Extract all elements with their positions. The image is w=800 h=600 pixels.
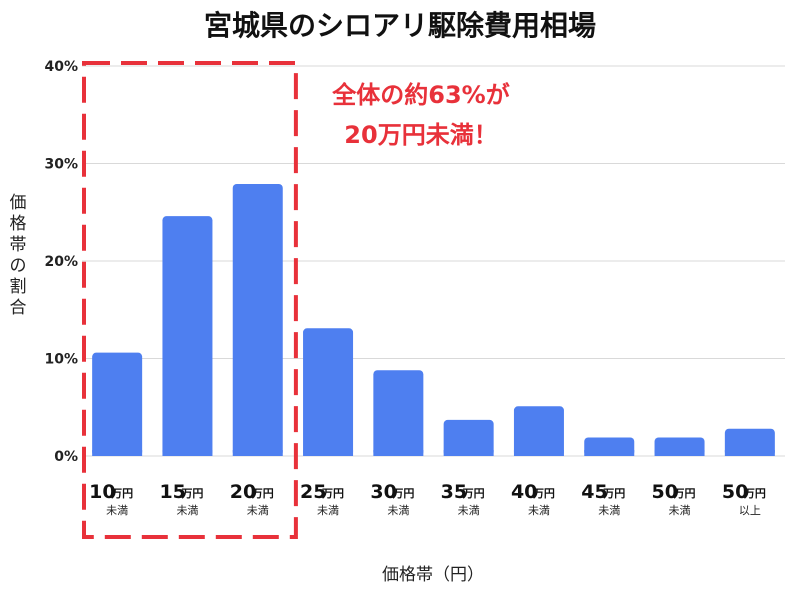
x-category-unit: 万円 bbox=[391, 487, 414, 500]
y-axis-title-char: 帯 bbox=[10, 235, 27, 255]
bar bbox=[162, 216, 213, 456]
bar bbox=[513, 406, 564, 456]
bar-base bbox=[162, 450, 213, 456]
x-category-sub: 未満 bbox=[669, 504, 691, 517]
bar-base bbox=[513, 450, 564, 456]
annotation: 全体の約63%が 20万円未満！ bbox=[331, 81, 509, 149]
bar-base bbox=[654, 450, 705, 456]
x-category-unit: 万円 bbox=[321, 487, 344, 500]
y-axis-title-char: 割 bbox=[10, 277, 27, 297]
x-category-unit: 万円 bbox=[743, 487, 766, 500]
y-tick-label: 10% bbox=[44, 352, 78, 368]
bar bbox=[92, 352, 143, 456]
chart-title: 宮城県のシロアリ駆除費用相場 bbox=[203, 9, 596, 42]
annotation-line-2: 20万円未満！ bbox=[344, 121, 497, 149]
x-category-unit: 万円 bbox=[673, 487, 696, 500]
y-axis-title-char: の bbox=[10, 256, 27, 276]
x-category-sub: 未満 bbox=[387, 504, 409, 517]
x-category-sub: 未満 bbox=[528, 504, 550, 517]
x-category-sub: 以上 bbox=[739, 504, 761, 517]
x-category-unit: 万円 bbox=[110, 487, 133, 500]
x-axis-categories: 10万円未満15万円未満20万円未満25万円未満30万円未満35万円未満40万円… bbox=[89, 481, 766, 517]
bar bbox=[724, 428, 775, 456]
bar-base bbox=[303, 450, 354, 456]
x-category-value: 50 bbox=[652, 481, 678, 503]
y-axis-ticks: 0% 10% 20% 30% 40% bbox=[44, 59, 78, 465]
x-category-sub: 未満 bbox=[176, 504, 198, 517]
bar-base bbox=[584, 450, 635, 456]
bar-base bbox=[443, 450, 494, 456]
x-category-value: 20 bbox=[230, 481, 256, 503]
x-category-sub: 未満 bbox=[598, 504, 620, 517]
bar bbox=[303, 328, 354, 456]
y-tick-label: 0% bbox=[54, 449, 78, 465]
y-axis-title-char: 合 bbox=[10, 298, 27, 318]
x-category-unit: 万円 bbox=[251, 487, 274, 500]
x-category-value: 25 bbox=[300, 481, 326, 503]
bar bbox=[443, 419, 494, 456]
bars bbox=[92, 183, 775, 456]
annotation-line-1: 全体の約63%が bbox=[331, 81, 509, 109]
y-axis-title-char: 格 bbox=[10, 214, 27, 234]
bar-base bbox=[373, 450, 424, 456]
y-tick-label: 40% bbox=[44, 59, 78, 75]
bar bbox=[232, 183, 283, 456]
x-category-unit: 万円 bbox=[180, 487, 203, 500]
bar-base bbox=[724, 450, 775, 456]
x-category-value: 50 bbox=[722, 481, 748, 503]
x-category-value: 35 bbox=[441, 481, 467, 503]
y-tick-label: 30% bbox=[44, 157, 78, 173]
x-category-unit: 万円 bbox=[462, 487, 485, 500]
x-category-value: 15 bbox=[159, 481, 185, 503]
bar-base bbox=[232, 450, 283, 456]
x-category-unit: 万円 bbox=[532, 487, 555, 500]
y-axis-title-char: 価 bbox=[10, 193, 27, 213]
x-category-sub: 未満 bbox=[317, 504, 339, 517]
y-tick-label: 20% bbox=[44, 254, 78, 270]
x-category-value: 40 bbox=[511, 481, 537, 503]
bar-base bbox=[92, 450, 143, 456]
x-category-unit: 万円 bbox=[602, 487, 625, 500]
x-category-sub: 未満 bbox=[458, 504, 480, 517]
x-category-value: 30 bbox=[370, 481, 396, 503]
x-category-value: 10 bbox=[89, 481, 115, 503]
highlight-box bbox=[82, 61, 298, 539]
x-category-sub: 未満 bbox=[247, 504, 269, 517]
x-axis-title: 価格帯（円） bbox=[382, 565, 484, 585]
x-category-sub: 未満 bbox=[106, 504, 128, 517]
bar bbox=[373, 370, 424, 456]
x-category-value: 45 bbox=[581, 481, 607, 503]
